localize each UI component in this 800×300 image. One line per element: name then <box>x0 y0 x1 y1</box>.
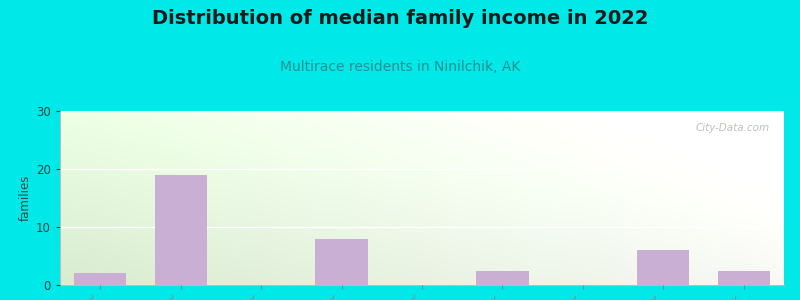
Text: Distribution of median family income in 2022: Distribution of median family income in … <box>152 9 648 28</box>
Text: City-Data.com: City-Data.com <box>695 123 770 133</box>
Bar <box>74 273 126 285</box>
Bar <box>637 250 690 285</box>
Bar <box>718 271 770 285</box>
Bar <box>315 238 368 285</box>
Bar <box>154 175 207 285</box>
Bar <box>476 271 529 285</box>
Text: Multirace residents in Ninilchik, AK: Multirace residents in Ninilchik, AK <box>280 60 520 74</box>
Y-axis label: families: families <box>19 175 32 221</box>
